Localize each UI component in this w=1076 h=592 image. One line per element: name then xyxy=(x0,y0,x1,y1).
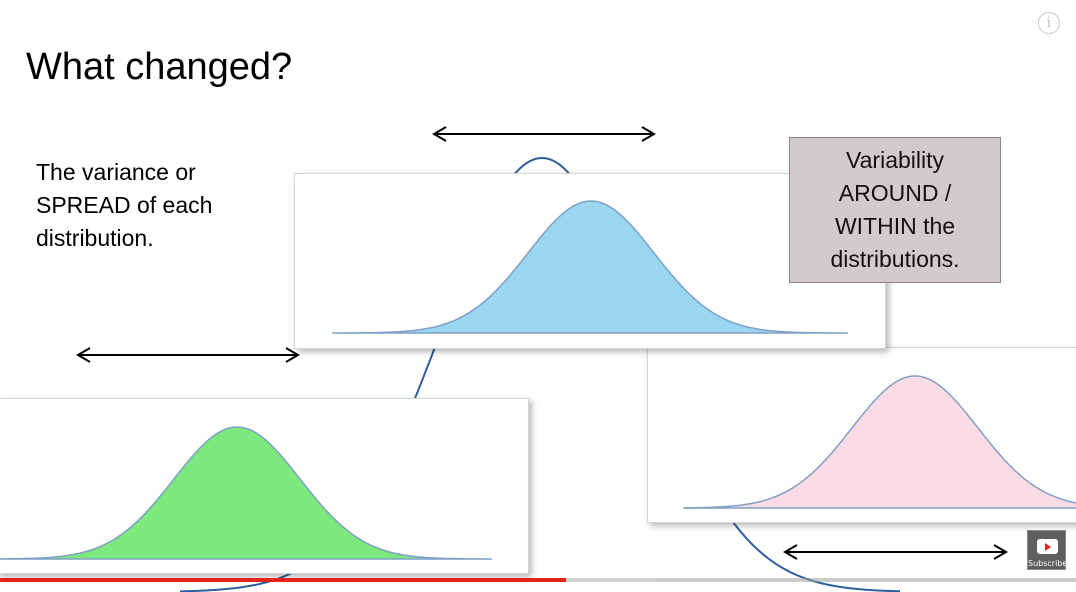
callout-line-2: AROUND / xyxy=(838,180,952,206)
blue-bell-curve xyxy=(332,200,848,334)
spread-description: The variance or SPREAD of each distribut… xyxy=(36,156,266,255)
slide-title: What changed? xyxy=(26,46,293,88)
subscribe-button[interactable]: Subscribe xyxy=(1027,530,1068,570)
spread-line-1: The variance or xyxy=(36,159,196,185)
spread-line-3: distribution. xyxy=(36,225,154,251)
spread-line-2: SPREAD of each xyxy=(36,192,213,218)
youtube-play-icon xyxy=(1037,539,1058,554)
variability-callout: Variability AROUND / WITHIN the distribu… xyxy=(789,137,1001,283)
progress-played xyxy=(0,578,566,582)
info-icon[interactable]: i xyxy=(1038,12,1060,34)
progress-bar[interactable] xyxy=(0,578,1076,582)
green-distribution-panel xyxy=(0,398,529,574)
pink-distribution-panel xyxy=(647,347,1076,523)
callout-line-3: WITHIN the xyxy=(834,213,956,239)
pink-bell-curve xyxy=(683,375,1076,509)
callout-line-1: Variability xyxy=(846,147,944,173)
blue-distribution-panel xyxy=(294,173,886,349)
subscribe-label: Subscribe xyxy=(1028,559,1068,568)
callout-line-4: distributions. xyxy=(830,246,960,272)
green-bell-curve xyxy=(0,426,492,560)
